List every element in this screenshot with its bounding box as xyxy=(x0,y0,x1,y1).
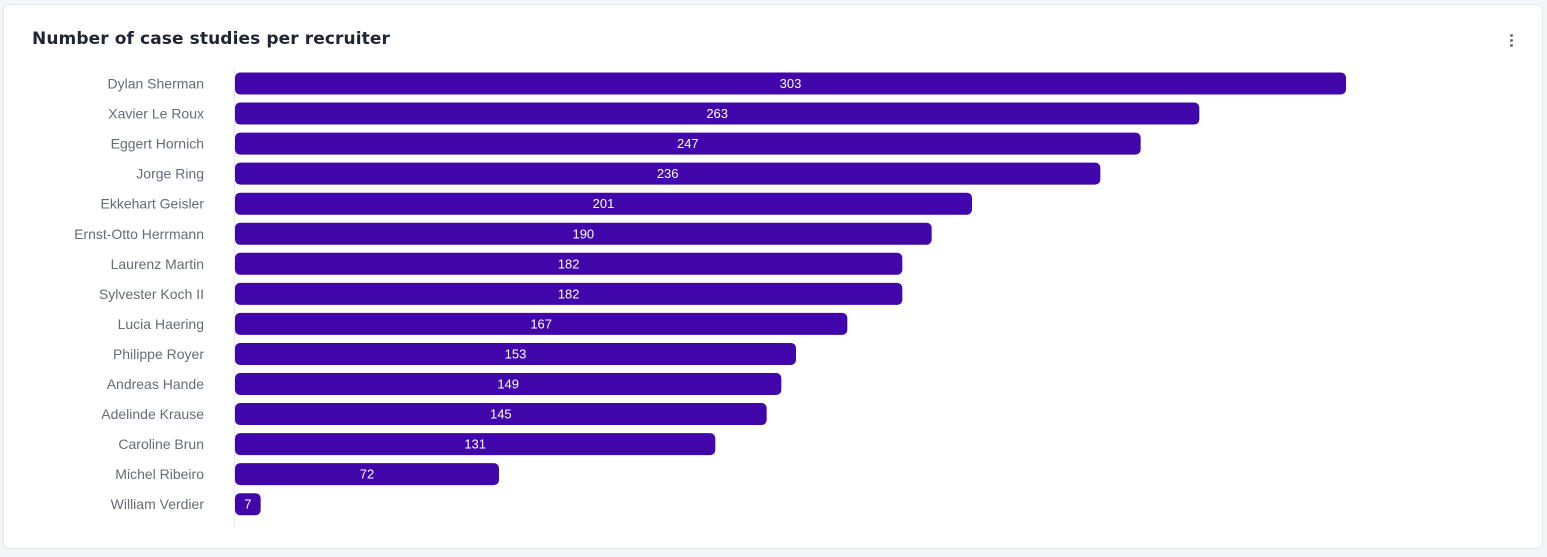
bar[interactable] xyxy=(235,282,903,305)
more-vertical-icon-dot xyxy=(1509,43,1513,47)
bar[interactable] xyxy=(235,342,796,365)
category-label: Laurenz Martin xyxy=(111,256,204,272)
bar[interactable] xyxy=(235,102,1200,125)
bar-row: Philippe Royer 153 xyxy=(113,342,796,365)
value-label: 236 xyxy=(657,166,679,181)
chart-card: Number of case studies per recruiter Dyl… xyxy=(3,4,1543,549)
category-label: Eggert Hornich xyxy=(111,136,204,152)
category-label: Sylvester Koch II xyxy=(99,286,204,302)
bar[interactable] xyxy=(235,463,499,486)
category-label: Caroline Brun xyxy=(118,436,204,452)
category-label: Ernst-Otto Herrmann xyxy=(74,226,204,242)
value-label: 190 xyxy=(572,226,594,241)
bar-chart: Dylan Sherman 303 Xavier Le Roux 263 Eggert … xyxy=(74,69,1346,525)
category-label: Dylan Sherman xyxy=(108,76,205,92)
value-label: 153 xyxy=(505,346,527,361)
category-label: William Verdier xyxy=(111,496,205,512)
bar-row: Laurenz Martin 182 xyxy=(111,252,903,275)
bar-row: Michel Ribeiro 72 xyxy=(115,463,499,486)
bar[interactable] xyxy=(235,192,972,215)
bar-row: Xavier Le Roux 263 xyxy=(108,102,1200,125)
bar-row: Eggert Hornich 247 xyxy=(111,132,1141,155)
more-vertical-icon xyxy=(1509,33,1513,37)
bar[interactable] xyxy=(235,252,903,275)
bar[interactable] xyxy=(235,132,1141,155)
value-label: 149 xyxy=(497,377,519,392)
category-label: Jorge Ring xyxy=(136,166,204,182)
category-label: Adelinde Krause xyxy=(101,406,204,422)
value-label: 303 xyxy=(780,76,802,91)
bar-row: Andreas Hande 149 xyxy=(107,373,782,395)
bar-row: Dylan Sherman 303 xyxy=(108,72,1346,95)
more-options-button[interactable] xyxy=(1500,29,1522,51)
category-label: Michel Ribeiro xyxy=(115,466,204,482)
bar[interactable] xyxy=(235,373,782,395)
value-label: 72 xyxy=(360,467,374,482)
more-vertical-icon-dot xyxy=(1509,38,1513,42)
bar-row: Jorge Ring 236 xyxy=(136,162,1101,185)
value-label: 145 xyxy=(490,407,512,422)
bar-row: William Verdier 7 xyxy=(111,493,261,516)
bar-row: Adelinde Krause 145 xyxy=(101,403,767,426)
bar-row: Ernst-Otto Herrmann 190 xyxy=(74,222,932,245)
bar[interactable] xyxy=(235,72,1346,95)
bar-row: Caroline Brun 131 xyxy=(118,433,716,456)
value-label: 131 xyxy=(464,437,486,452)
category-label: Philippe Royer xyxy=(113,346,204,362)
bar[interactable] xyxy=(235,403,767,426)
bar-row: Sylvester Koch II 182 xyxy=(99,282,903,305)
category-label: Xavier Le Roux xyxy=(108,106,204,122)
bar[interactable] xyxy=(235,493,261,516)
bar[interactable] xyxy=(235,222,932,245)
value-label: 247 xyxy=(677,136,699,151)
value-label: 201 xyxy=(593,196,615,211)
value-label: 182 xyxy=(558,256,580,271)
bar-row: Lucia Haering 167 xyxy=(118,312,848,335)
chart-title: Number of case studies per recruiter xyxy=(32,29,391,49)
bar[interactable] xyxy=(235,433,716,456)
bar[interactable] xyxy=(235,162,1101,185)
category-label: Ekkehart Geisler xyxy=(101,196,205,212)
value-label: 167 xyxy=(530,316,552,331)
bar[interactable] xyxy=(235,312,848,335)
category-label: Lucia Haering xyxy=(118,316,204,332)
value-label: 7 xyxy=(244,497,251,512)
category-label: Andreas Hande xyxy=(107,376,205,392)
bar-row: Ekkehart Geisler 201 xyxy=(101,192,972,215)
value-label: 263 xyxy=(706,106,728,121)
value-label: 182 xyxy=(558,286,580,301)
